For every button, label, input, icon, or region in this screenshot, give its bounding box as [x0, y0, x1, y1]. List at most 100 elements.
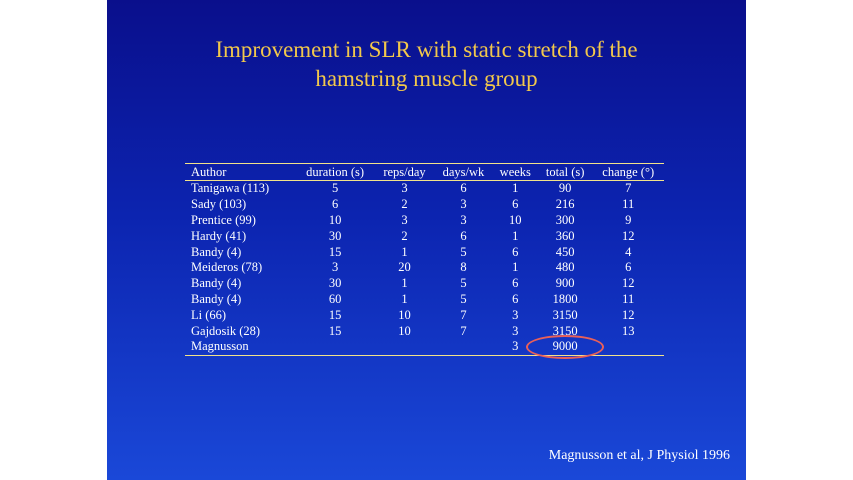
cell-duration: 15	[328, 307, 342, 322]
cell-change: 12	[621, 228, 635, 243]
cell-days: 3	[460, 212, 467, 227]
cell-author: Bandy (4)	[191, 276, 242, 291]
slide-title: Improvement in SLR with static stretch o…	[107, 35, 746, 93]
cell-author: Prentice (99)	[191, 212, 256, 227]
cell-change: 6	[625, 260, 632, 275]
cell-duration: 15	[328, 323, 342, 338]
cell-total: 90	[558, 181, 572, 196]
cell-total: 900	[555, 276, 575, 291]
cell-author: Gajdosik (28)	[191, 323, 261, 338]
cell-days: 5	[460, 276, 467, 291]
cell-change: 4	[625, 244, 632, 259]
cell-weeks: 6	[512, 244, 519, 259]
cell-author: Tanigawa (113)	[191, 181, 270, 196]
table-row-magnusson: Magnusson 3 9000	[185, 334, 664, 359]
cell-reps: 1	[401, 291, 408, 306]
cell-total: 1800	[552, 291, 578, 306]
header-weeks: weeks	[499, 164, 531, 179]
table-row: Bandy (4) 60 1 5 6 1800 11	[185, 292, 664, 308]
cell-author: Hardy (41)	[191, 228, 247, 243]
header-total: total (s)	[545, 164, 585, 179]
cell-weeks: 10	[509, 212, 522, 227]
table-row: Tanigawa (113) 5 3 6 1 90 7	[185, 181, 664, 197]
cell-reps: 2	[401, 228, 408, 243]
cell-total-highlighted: 9000	[526, 334, 605, 359]
cell-change: 12	[621, 276, 635, 291]
cell-days: 6	[460, 181, 467, 196]
cell-reps: 3	[401, 212, 408, 227]
cell-reps: 10	[398, 307, 411, 322]
highlight-wrapper: 9000	[526, 334, 605, 359]
cell-weeks: 6	[512, 291, 519, 306]
cell-days	[434, 339, 493, 355]
table-row: Bandy (4) 30 1 5 6 900 12	[185, 276, 664, 292]
cell-days: 6	[460, 228, 467, 243]
cell-days: 7	[460, 323, 467, 338]
cell-days: 3	[460, 197, 467, 212]
cell-total: 480	[555, 260, 575, 275]
cell-weeks: 6	[512, 276, 519, 291]
cell-duration: 3	[331, 260, 339, 275]
cell-weeks: 1	[512, 260, 519, 275]
cell-duration: 6	[331, 197, 339, 212]
cell-author: Bandy (4)	[191, 244, 242, 259]
cell-total: 360	[555, 228, 575, 243]
cell-change: 7	[625, 181, 632, 196]
cell-weeks: 3	[512, 339, 519, 354]
cell-days: 5	[460, 291, 467, 306]
cell-change: 9	[625, 212, 632, 227]
cell-weeks: 3	[512, 323, 519, 338]
header-days-per-week: days/wk	[442, 164, 485, 179]
header-reps-per-day: reps/day	[383, 164, 426, 179]
cell-author: Bandy (4)	[191, 291, 242, 306]
cell-weeks: 1	[512, 228, 519, 243]
cell-author: Li (66)	[191, 307, 227, 322]
table-row: Prentice (99) 10 3 3 10 300 9	[185, 213, 664, 229]
cell-reps	[375, 339, 434, 355]
table-row: Hardy (41) 30 2 6 1 360 12	[185, 228, 664, 244]
cell-change: 11	[622, 197, 635, 212]
cell-duration: 30	[328, 228, 342, 243]
cell-duration	[295, 339, 374, 355]
cell-change: 13	[621, 323, 635, 338]
cell-reps: 1	[401, 244, 408, 259]
cell-author: Meideros (78)	[191, 260, 263, 275]
cell-author: Sady (103)	[191, 197, 247, 212]
cell-reps: 20	[398, 260, 411, 275]
table-header-row: Author duration (s) reps/day days/wk wee…	[185, 163, 664, 181]
cell-reps: 10	[398, 323, 411, 338]
header-duration: duration (s)	[306, 164, 365, 179]
cell-weeks: 3	[512, 307, 519, 322]
cell-reps: 2	[401, 197, 408, 212]
header-change: change (°)	[602, 164, 655, 179]
table-row: Gajdosik (28) 15 10 7 3 3150 13	[185, 323, 664, 339]
stretch-study-table: Author duration (s) reps/day days/wk wee…	[185, 163, 664, 359]
cell-author: Magnusson	[191, 339, 249, 354]
table-row: Li (66) 15 10 7 3 3150 12	[185, 307, 664, 323]
cell-total: 216	[555, 197, 575, 212]
slide: Improvement in SLR with static stretch o…	[107, 0, 746, 480]
table-row: Sady (103) 6 2 3 6 216 11	[185, 197, 664, 213]
cell-days: 5	[460, 244, 467, 259]
title-line-1: Improvement in SLR with static stretch o…	[215, 37, 638, 62]
cell-days: 8	[460, 260, 467, 275]
cell-duration: 60	[328, 291, 342, 306]
cell-reps: 1	[401, 276, 408, 291]
table-row: Meideros (78) 3 20 8 1 480 6	[185, 260, 664, 276]
title-line-2: hamstring muscle group	[315, 66, 538, 91]
cell-duration: 15	[328, 244, 342, 259]
cell-change: 12	[621, 307, 635, 322]
cell-days: 7	[460, 307, 467, 322]
highlight-circle	[526, 334, 605, 359]
cell-total: 300	[555, 212, 575, 227]
cell-duration: 5	[331, 181, 339, 196]
table-row: Bandy (4) 15 1 5 6 450 4	[185, 244, 664, 260]
cell-duration: 10	[328, 212, 342, 227]
cell-duration: 30	[328, 276, 342, 291]
cell-weeks: 6	[512, 197, 519, 212]
cell-reps: 3	[401, 181, 408, 196]
header-author: Author	[191, 164, 227, 179]
cell-weeks: 1	[512, 181, 519, 196]
cell-total: 450	[555, 244, 575, 259]
cell-change: 11	[622, 291, 635, 306]
